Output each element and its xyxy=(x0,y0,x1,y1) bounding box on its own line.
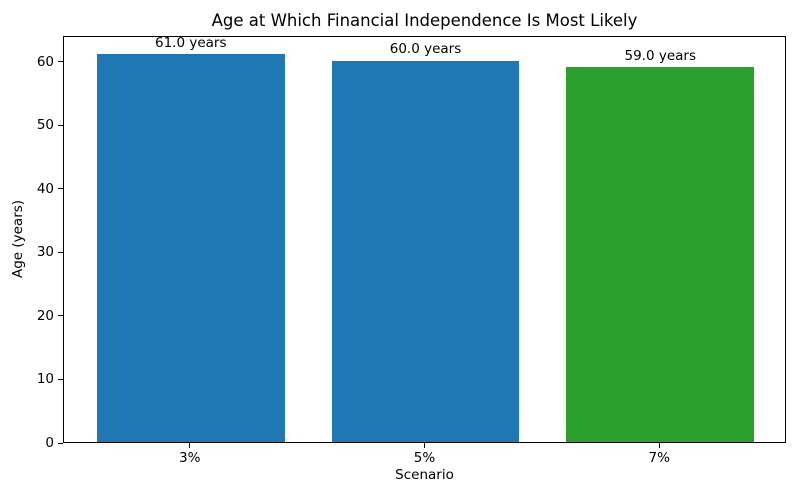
bar-3% xyxy=(96,54,285,442)
x-tick-mark xyxy=(189,443,191,448)
y-tick-label: 30 xyxy=(36,244,54,261)
y-tick-mark xyxy=(58,188,63,190)
bar-value-label: 60.0 years xyxy=(389,41,462,58)
x-tick-label: 3% xyxy=(179,450,201,466)
y-tick-mark xyxy=(58,251,63,253)
chart-title: Age at Which Financial Independence Is M… xyxy=(211,11,638,30)
bar-7% xyxy=(566,67,755,442)
x-tick-mark xyxy=(658,443,660,448)
y-tick-label: 50 xyxy=(36,117,54,134)
x-tick-label: 7% xyxy=(648,450,670,466)
y-tick-mark xyxy=(58,315,63,317)
x-tick-mark xyxy=(424,443,425,448)
y-tick-label: 40 xyxy=(36,180,54,197)
y-tick-mark xyxy=(58,61,63,63)
bar-value-label: 59.0 years xyxy=(624,47,696,64)
x-tick-label: 5% xyxy=(413,450,436,466)
y-tick-label: 10 xyxy=(36,371,54,388)
y-tick-label: 0 xyxy=(45,435,54,451)
bar-5% xyxy=(331,60,520,442)
y-tick-label: 60 xyxy=(36,53,54,70)
y-tick-mark xyxy=(58,124,63,126)
bar-value-label: 61.0 years xyxy=(154,34,227,51)
y-tick-mark xyxy=(58,442,63,444)
y-tick-label: 20 xyxy=(36,307,54,324)
y-tick-mark xyxy=(58,378,63,380)
x-axis-label: Scenario xyxy=(395,467,454,483)
y-axis-label: Age (years) xyxy=(10,199,26,279)
plot-area: 61.0 years 60.0 years 59.0 years xyxy=(63,34,786,443)
